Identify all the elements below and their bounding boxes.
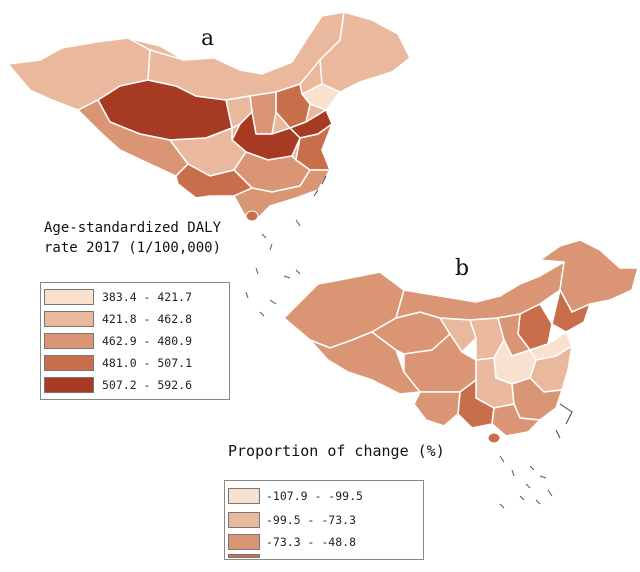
- legend-a-label: 421.8 - 462.8: [102, 312, 193, 326]
- panel-b-label: b: [455, 256, 470, 281]
- legend-b-swatch: [228, 512, 260, 528]
- legend-a-swatch: [44, 289, 94, 305]
- legend-a-label: 507.2 - 592.6: [102, 378, 193, 392]
- legend-a-label: 462.9 - 480.9: [102, 334, 193, 348]
- legend-a-swatch: [44, 355, 94, 371]
- legend-b-swatch: [228, 554, 260, 558]
- map-b-region-hainan: [487, 432, 501, 444]
- map-a-region-hainan: [245, 210, 259, 222]
- map-a-south-china-sea-islands: [245, 219, 301, 317]
- map-a-region-south-coast: [232, 169, 332, 224]
- map-b-region-inner-mongolia: [379, 260, 565, 321]
- legend-a-swatch: [44, 377, 94, 393]
- china-map-daly-rate: [6, 11, 411, 317]
- map-b-region-gansu: [438, 317, 477, 354]
- legend-a-box: [40, 282, 230, 400]
- map-b-coastline: [555, 403, 573, 439]
- legend-a-label: 481.0 - 507.1: [102, 356, 193, 370]
- legend-b-label: -99.5 - -73.3: [266, 513, 357, 527]
- legend-b-label: -107.9 - -99.5: [266, 489, 363, 503]
- figure-canvas: [6, 11, 639, 509]
- map-a-region-liaoning: [300, 83, 342, 111]
- legend-b-label: -73.3 - -48.8: [266, 535, 357, 549]
- map-b-south-china-sea-islands: [499, 455, 553, 509]
- china-map-proportion-change: [282, 239, 639, 509]
- map-a-region-northeast: [319, 11, 411, 93]
- panel-a-label: a: [201, 26, 215, 51]
- map-a-region-hebei: [275, 83, 311, 129]
- legend-b-swatch: [228, 534, 260, 550]
- map-a-coastline: [313, 175, 327, 197]
- legend-a-swatch: [44, 333, 94, 349]
- legend-a-label: 383.4 - 421.7: [102, 290, 193, 304]
- legend-b-title: Proportion of change (%): [228, 442, 445, 460]
- legend-a-swatch: [44, 311, 94, 327]
- map-b-region-guangdong: [491, 403, 542, 437]
- legend-a-title-line1: Age-standardized DALY: [44, 220, 222, 236]
- legend-b-swatch: [228, 488, 260, 504]
- map-b-region-yunnan: [413, 391, 461, 427]
- legend-a-title-line2: rate 2017 (1/100,000): [44, 240, 222, 256]
